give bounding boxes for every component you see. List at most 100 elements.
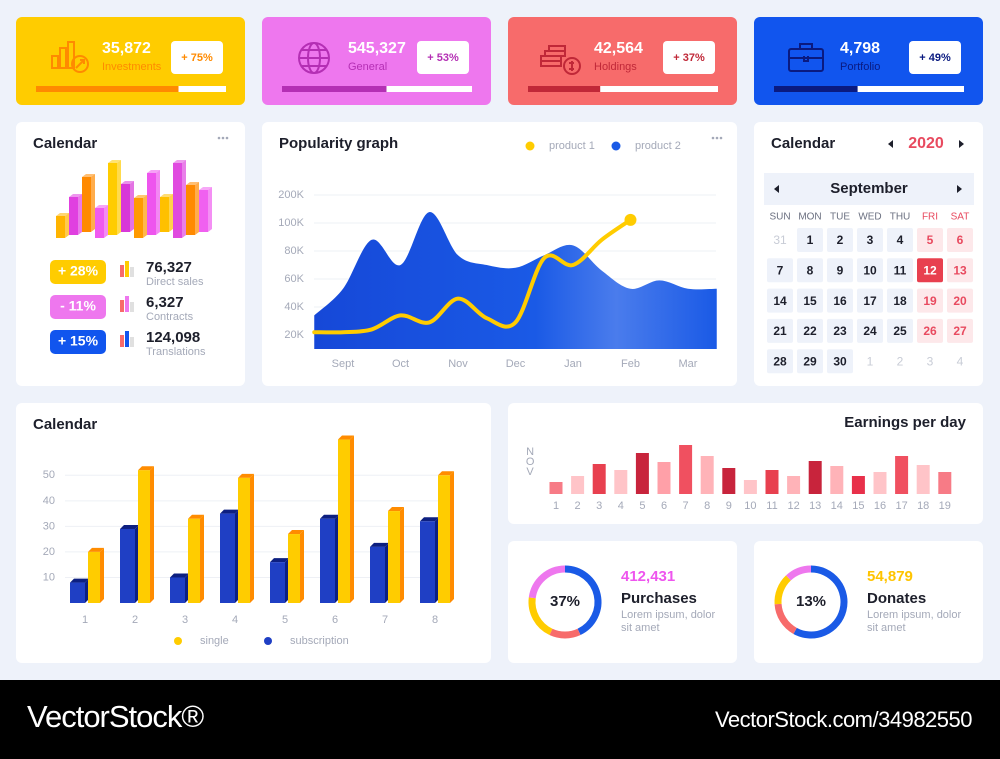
x-tick-label: 11	[766, 500, 777, 512]
day-cell[interactable]	[827, 349, 853, 374]
day-cell[interactable]	[857, 318, 883, 343]
x-tick-label: 12	[787, 500, 799, 512]
prev-year[interactable]	[888, 140, 893, 148]
bar	[199, 190, 208, 232]
day-cell[interactable]	[917, 318, 943, 343]
day-cell[interactable]	[947, 318, 973, 343]
mini-icon	[120, 300, 124, 312]
donut-segment	[549, 628, 581, 639]
x-tick-label: 10	[744, 500, 756, 512]
day-cell[interactable]	[797, 318, 823, 343]
stat-badge-text: + 28%	[58, 263, 99, 279]
panel-title: Calendar	[33, 135, 97, 152]
day-cell[interactable]	[767, 288, 793, 313]
bar	[787, 476, 801, 494]
day-cell[interactable]	[947, 288, 973, 313]
next-month[interactable]	[957, 185, 962, 193]
chart-title: Popularity graph	[279, 135, 398, 152]
day-number: 27	[953, 324, 967, 338]
day-cell[interactable]	[917, 258, 943, 283]
y-tick-label: 60K	[284, 273, 304, 285]
bar-top	[82, 174, 95, 177]
next-year[interactable]	[959, 140, 964, 148]
progress-fill	[282, 86, 387, 92]
x-tick-label: 19	[939, 500, 951, 512]
bar-top	[147, 170, 160, 173]
x-tick-label: 4	[618, 500, 624, 512]
bar-side	[78, 194, 82, 235]
day-cell[interactable]	[887, 318, 913, 343]
card-label: Portfolio	[840, 61, 880, 73]
day-number: 4	[957, 354, 964, 368]
day-cell[interactable]	[827, 318, 853, 343]
day-cell[interactable]	[887, 258, 913, 283]
day-cell[interactable]	[767, 258, 793, 283]
y-tick-label: 20	[43, 546, 55, 558]
weekday: WED	[858, 212, 881, 223]
bar-side	[300, 530, 304, 603]
icon-general	[298, 42, 330, 74]
x-tick-label: 3	[596, 500, 602, 512]
bar	[270, 562, 285, 603]
day-cell[interactable]	[857, 288, 883, 313]
weekday: SAT	[951, 212, 970, 223]
x-tick-label: Mar	[679, 358, 698, 370]
bar	[657, 462, 671, 494]
day-number: 30	[833, 354, 847, 368]
bar-side	[100, 547, 104, 603]
day-cell[interactable]	[917, 288, 943, 313]
day-number: 3	[867, 233, 874, 247]
x-tick-label: 2	[575, 500, 581, 512]
day-cell[interactable]	[797, 258, 823, 283]
day-cell[interactable]	[797, 349, 823, 374]
bar-top	[120, 524, 139, 529]
area	[314, 212, 717, 349]
day-number: 19	[923, 294, 937, 308]
donut-center-label: 13%	[796, 593, 826, 610]
bar	[592, 464, 606, 494]
day-cell[interactable]	[887, 228, 913, 252]
bar	[830, 466, 844, 494]
card-badge-text: + 75%	[181, 52, 213, 64]
stat-badge	[50, 330, 106, 354]
day-cell[interactable]	[797, 228, 823, 252]
menu-dots[interactable]	[217, 136, 723, 140]
bar	[743, 480, 757, 494]
day-cell[interactable]	[767, 349, 793, 374]
prev-month[interactable]	[774, 185, 779, 193]
day-cell[interactable]	[857, 258, 883, 283]
bar	[808, 461, 822, 494]
y-tick-label: 10	[43, 571, 55, 583]
donut-text: Lorem ipsum, dolor	[867, 609, 961, 621]
bar-top	[56, 213, 69, 216]
day-number: 8	[807, 263, 814, 277]
stat-label: Direct sales	[146, 276, 204, 288]
bar	[851, 476, 865, 494]
card-badge-text: + 53%	[427, 52, 459, 64]
day-cell[interactable]	[887, 288, 913, 313]
day-cell[interactable]	[917, 228, 943, 252]
bar-top	[70, 578, 89, 583]
x-tick-label: 15	[852, 500, 864, 512]
donut-segment	[793, 565, 848, 639]
day-cell[interactable]	[947, 228, 973, 252]
day-cell[interactable]	[797, 288, 823, 313]
bar-top	[138, 466, 154, 471]
day-cell[interactable]	[827, 258, 853, 283]
bar	[938, 472, 952, 494]
day-cell[interactable]	[827, 228, 853, 252]
day-cell[interactable]	[767, 318, 793, 343]
legend-marker	[174, 637, 182, 645]
day-cell[interactable]	[857, 228, 883, 252]
y-tick-label: 100K	[278, 217, 304, 229]
bar	[679, 445, 693, 494]
x-tick-label: 17	[895, 500, 907, 512]
bar-side	[195, 182, 199, 235]
day-number: 15	[803, 294, 817, 308]
day-cell[interactable]	[947, 258, 973, 283]
day-cell[interactable]	[827, 288, 853, 313]
x-tick-label: 2	[132, 614, 138, 626]
panel-title: Calendar	[771, 135, 835, 152]
stat-badge-text: + 15%	[58, 333, 99, 349]
